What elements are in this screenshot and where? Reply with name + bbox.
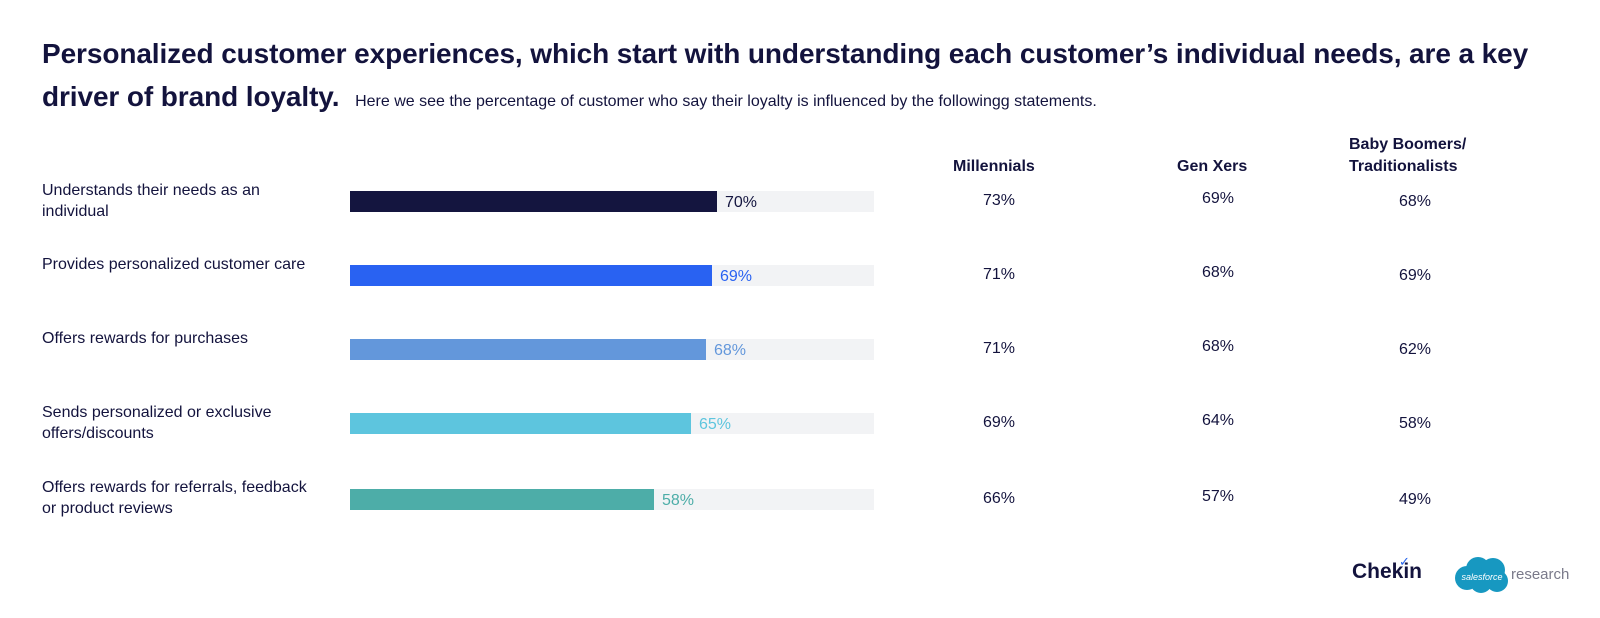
- headline-main: Personalized customer experiences, which…: [42, 38, 1529, 112]
- table-cell: 69%: [983, 414, 1016, 431]
- table-cell: 73%: [983, 192, 1016, 209]
- table-cell: 68%: [1399, 193, 1432, 210]
- bar: [350, 339, 706, 360]
- column-header-boomers-line1: Baby Boomers/: [1349, 136, 1467, 153]
- column-header-boomers-line2: Traditionalists: [1349, 158, 1458, 175]
- table-cell: 58%: [1399, 415, 1432, 432]
- bar-track: 68%: [350, 339, 874, 360]
- salesforce-cloud-text: salesforce: [1461, 572, 1502, 582]
- bar: [350, 191, 717, 212]
- bar: [350, 265, 712, 286]
- table-cell: 66%: [983, 490, 1016, 507]
- row-label: Provides personalized customer care: [42, 256, 306, 273]
- bar-value-label: 70%: [725, 194, 758, 211]
- table-cell: 62%: [1399, 341, 1432, 358]
- table-cell: 57%: [1202, 488, 1235, 505]
- chekin-logo-text: Chekin: [1352, 560, 1423, 583]
- bar-track: 69%: [350, 265, 874, 286]
- table-cell: 64%: [1202, 412, 1235, 429]
- bar-track: 58%: [350, 489, 874, 510]
- table-cell: 71%: [983, 340, 1016, 357]
- column-header-genx: Gen Xers: [1177, 158, 1248, 175]
- salesforce-research-text: research: [1511, 566, 1570, 583]
- bar-value-label: 58%: [662, 492, 695, 509]
- row-label: Offers rewards for referrals, feedback o…: [42, 479, 307, 517]
- table-cell: 69%: [1202, 190, 1235, 207]
- table-cell: 49%: [1399, 491, 1432, 508]
- table-cell: 71%: [983, 266, 1016, 283]
- bar-track: 70%: [350, 191, 874, 212]
- row-label: Sends personalized or exclusive offers/d…: [42, 404, 272, 442]
- column-header-boomers: Baby Boomers/ Traditionalists: [1349, 134, 1466, 178]
- column-header-millennials: Millennials: [953, 158, 1035, 175]
- chekin-logo: Chekin ✓: [1352, 554, 1423, 584]
- salesforce-research-logo: salesforce research: [1453, 554, 1573, 596]
- check-icon: ✓: [1399, 554, 1410, 569]
- row-label: Understands their needs as an individual: [42, 182, 260, 220]
- row-label: Offers rewards for purchases: [42, 330, 249, 347]
- salesforce-cloud-icon: salesforce: [1455, 557, 1508, 593]
- bar: [350, 489, 654, 510]
- table-cell: 68%: [1202, 338, 1235, 355]
- table-cell: 69%: [1399, 267, 1432, 284]
- bar-track: 65%: [350, 413, 874, 434]
- bar-value-label: 69%: [720, 268, 753, 285]
- chart-headline: Personalized customer experiences, which…: [42, 32, 1542, 123]
- bar-value-label: 65%: [699, 416, 732, 433]
- headline-subtitle: Here we see the percentage of customer w…: [355, 93, 1097, 110]
- bar: [350, 413, 691, 434]
- bar-value-label: 68%: [714, 342, 747, 359]
- table-cell: 68%: [1202, 264, 1235, 281]
